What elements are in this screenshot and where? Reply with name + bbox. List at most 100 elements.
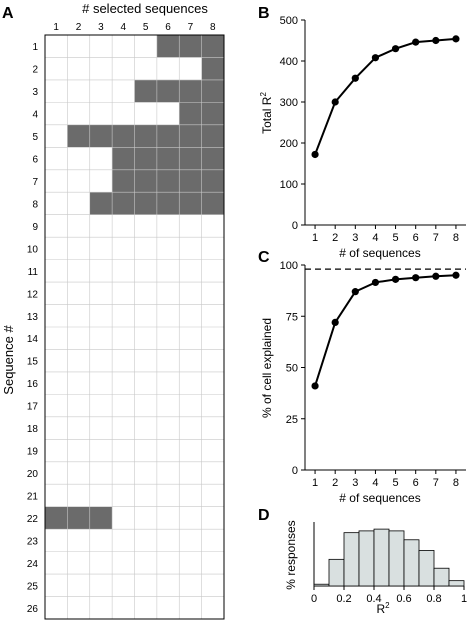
panel-label-a: A xyxy=(2,5,14,22)
panel-b-y-tick-label: 300 xyxy=(280,97,298,109)
panel-b-x-tick-label: 6 xyxy=(413,232,419,244)
row-label: 17 xyxy=(27,402,39,413)
panel-b-x-tick-label: 3 xyxy=(352,232,358,244)
panel-d-x-tick-label: 0.8 xyxy=(426,593,441,605)
column-label: 5 xyxy=(143,22,149,33)
row-label: 16 xyxy=(27,379,39,390)
panel-c-x-tick-label: 6 xyxy=(413,477,419,489)
row-label: 10 xyxy=(27,244,39,255)
panel-c-series-line xyxy=(314,274,456,387)
row-label: 12 xyxy=(27,289,39,300)
column-label: 4 xyxy=(121,22,127,33)
panel-label-d: D xyxy=(258,507,270,524)
panel-b-data-point xyxy=(351,74,359,82)
selected-cells-row-7 xyxy=(112,169,224,193)
column-label: 8 xyxy=(210,22,216,33)
panel-d-x-tick-label: 0.6 xyxy=(396,593,411,605)
row-label: 11 xyxy=(28,267,39,278)
row-label: 7 xyxy=(32,177,38,188)
panel-b-data-point xyxy=(391,45,400,53)
panel-b-series-line xyxy=(314,37,457,155)
row-label: 14 xyxy=(27,334,39,345)
row-label: 4 xyxy=(32,110,38,121)
panel-c-y-tick-label: 100 xyxy=(280,260,298,272)
panel-c-data-point xyxy=(331,318,339,326)
row-label: 19 xyxy=(27,447,39,458)
panel-b-data-point xyxy=(331,98,339,106)
row-label: 13 xyxy=(27,312,39,323)
panel-c-ylabel: % of cell explained xyxy=(260,318,274,418)
row-label: 22 xyxy=(27,514,39,525)
panel-c-y-tick-label: 0 xyxy=(292,465,298,477)
selected-cells-row-6 xyxy=(112,147,224,170)
column-label: 6 xyxy=(165,22,171,33)
panel-c-x-tick-label: 7 xyxy=(433,477,439,489)
panel-c-data-point xyxy=(412,274,420,282)
panel-d-bar xyxy=(358,530,375,587)
panel-b-data-point xyxy=(371,54,380,62)
panel-c-x-tick-label: 8 xyxy=(453,477,459,489)
panel-c-x-tick-label: 4 xyxy=(372,477,378,489)
selected-cells-row-22 xyxy=(45,506,113,530)
panel-b-x-tick-label: 8 xyxy=(453,232,459,244)
panel-c-data-point xyxy=(452,271,460,279)
panel-c-xlabel: # of sequences xyxy=(339,491,420,505)
panel-b-x-tick-label: 7 xyxy=(433,232,439,244)
panel-b-data-point xyxy=(432,36,440,45)
panel-b-ylabel-text: Total R xyxy=(260,96,274,134)
row-label: 1 xyxy=(32,42,38,53)
panel-d-x-tick-label: 1 xyxy=(461,593,467,605)
panel-c-data-point xyxy=(391,275,400,283)
row-label: 23 xyxy=(27,536,39,547)
panel-label-b: B xyxy=(258,5,270,22)
panel-c-data-point xyxy=(311,382,319,390)
panel-d-bar xyxy=(313,583,330,587)
row-label: 6 xyxy=(32,155,38,166)
panel-d-bar xyxy=(418,550,435,587)
row-label: 2 xyxy=(32,65,38,76)
panel-d-ylabel: % responses xyxy=(284,520,298,589)
panel-b-y-tick-label: 200 xyxy=(280,138,298,150)
panel-a-ylabel: Sequence # xyxy=(1,325,16,395)
panel-label-c: C xyxy=(258,249,270,266)
panel-c-x-tick-label: 1 xyxy=(312,477,318,489)
selected-cells-row-2 xyxy=(201,57,224,80)
column-label: 1 xyxy=(53,22,59,33)
panel-c-x-tick-label: 3 xyxy=(352,477,358,489)
row-label: 3 xyxy=(32,87,38,98)
panel-b-data-point xyxy=(412,38,420,46)
panel-d-xlabel: R2 xyxy=(376,601,390,616)
row-label: 25 xyxy=(27,581,39,592)
panel-b-y-tick-label: 100 xyxy=(280,179,298,191)
panel-d-bar xyxy=(448,580,465,587)
row-label: 24 xyxy=(27,559,39,570)
panel-b-y-tick-label: 0 xyxy=(292,220,298,232)
row-label: 15 xyxy=(27,357,39,368)
panel-c-y-tick-label: 50 xyxy=(286,363,298,375)
row-label: 5 xyxy=(32,132,38,143)
panel-d-bar xyxy=(433,567,450,587)
panel-c-line-chart: 0 25 50 75 100 1 2 3 4 5 6 7 8 # of sequences % of c… xyxy=(260,260,466,505)
row-label: 8 xyxy=(32,199,38,210)
panel-c-y-tick-label: 75 xyxy=(286,311,298,323)
panel-c-data-point xyxy=(351,288,359,296)
panel-b-x-tick-label: 1 xyxy=(312,232,318,244)
panel-d-bar xyxy=(373,528,390,587)
grid-border xyxy=(44,34,225,620)
panel-c-data-point xyxy=(371,278,380,287)
panel-d-histogram: 0 0.2 0.4 0.6 0.8 1 % responses R2 xyxy=(284,520,467,616)
row-label: 26 xyxy=(27,604,39,615)
panel-d-xlabel-text: R xyxy=(376,602,385,616)
panel-d-x-tick-label: 0 xyxy=(311,593,317,605)
panel-d-x-tick-label: 0.4 xyxy=(366,593,381,605)
panel-b-xlabel: # of sequences xyxy=(339,246,420,260)
panel-b-ylabel-sup: 2 xyxy=(259,92,268,97)
column-label: 7 xyxy=(188,22,194,33)
panel-d-bar xyxy=(388,530,405,587)
selected-cells-row-5 xyxy=(67,124,224,148)
row-label: 21 xyxy=(27,491,39,502)
row-label: 18 xyxy=(27,424,39,435)
column-label: 2 xyxy=(76,22,82,33)
